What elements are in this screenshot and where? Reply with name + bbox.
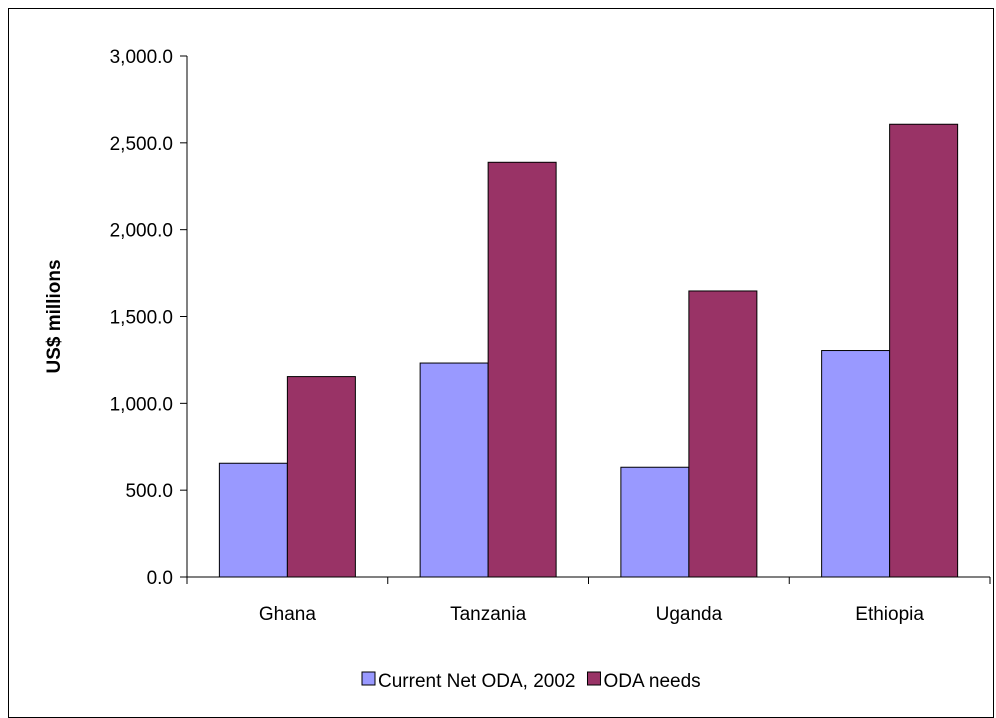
legend-swatch-oda-needs (586, 671, 601, 686)
y-tick-label: 3,000.0 (110, 47, 173, 68)
x-ticks: Ghana Tanzania Uganda Ethiopia (186, 577, 991, 625)
y-ticks: 0.0 500.0 1,000.0 1,500.0 2,000.0 2,500.0 3,00… (110, 47, 187, 589)
legend-swatch-current-net-oda (361, 671, 376, 686)
bar-oda-needs-tanzania (487, 161, 557, 578)
y-axis-title: US$ millions (44, 259, 65, 373)
x-tick-label: Ethiopia (855, 604, 924, 625)
bar-current-net-oda-tanzania (419, 362, 489, 578)
legend: Current Net ODA, 2002 ODA needs (361, 671, 701, 692)
legend-label-current-net-oda: Current Net ODA, 2002 (378, 671, 575, 692)
bar-oda-needs-ghana (286, 376, 356, 578)
bar-oda-needs-ethiopia (889, 123, 959, 578)
y-tick-label: 500.0 (125, 481, 173, 502)
bar-oda-needs-uganda (688, 290, 758, 578)
y-tick-label: 1,000.0 (110, 394, 173, 415)
bar-current-net-oda-uganda (620, 466, 690, 578)
bar-current-net-oda-ghana (218, 462, 288, 578)
bar-current-net-oda-ethiopia (821, 350, 891, 578)
x-tick-label: Ghana (259, 604, 316, 625)
x-tick-label: Tanzania (450, 604, 526, 625)
bars-layer (218, 123, 959, 578)
legend-label-oda-needs: ODA needs (603, 671, 700, 692)
y-tick-label: 1,500.0 (110, 308, 173, 329)
y-tick-label: 2,500.0 (110, 134, 173, 155)
y-tick-label: 2,000.0 (110, 221, 173, 242)
x-tick-label: Uganda (656, 604, 723, 625)
y-tick-label: 0.0 (147, 568, 173, 589)
